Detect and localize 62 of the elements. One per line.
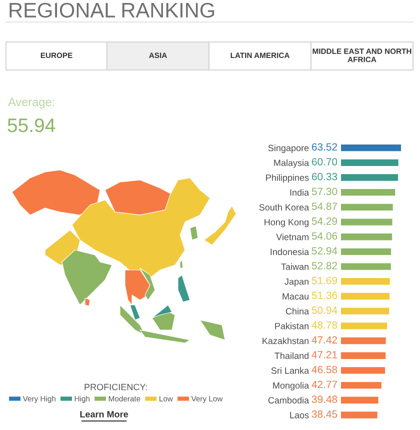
y-tick-label: Kazakhstan <box>262 337 308 344</box>
y-tick-label: Laos <box>290 412 309 418</box>
data-label: 51.69 <box>312 276 338 284</box>
y-tick-label: Japan <box>284 278 308 287</box>
bar <box>341 367 385 374</box>
y-tick-label: India <box>290 189 310 196</box>
y-tick-label: Vietnam <box>276 234 308 240</box>
data-label: 54.29 <box>312 217 338 225</box>
data-label: 57.30 <box>312 188 338 196</box>
data-label: 46.58 <box>312 366 338 374</box>
data-label: 52.82 <box>312 262 338 270</box>
y-tick-label: Philippines <box>266 174 309 183</box>
data-label: 51.36 <box>312 292 338 300</box>
y-tick-label: Thailand <box>274 352 308 359</box>
bar <box>341 412 378 418</box>
y-tick-label: Mongolia <box>273 382 310 390</box>
bar <box>341 322 388 330</box>
y-tick-label: Pakistan <box>275 322 308 330</box>
bar <box>341 278 390 285</box>
bar <box>341 396 378 404</box>
bar <box>341 234 392 240</box>
bar <box>341 248 392 256</box>
data-label: 54.87 <box>312 202 338 210</box>
bar <box>341 263 391 270</box>
y-tick-label: Taiwan <box>281 263 308 270</box>
y-tick-label: Singapore <box>268 144 309 153</box>
data-label: 60.33 <box>312 172 338 180</box>
y-tick-label: Hong Kong <box>264 219 308 228</box>
bar <box>341 144 401 152</box>
y-tick-label: Sri Lanka <box>271 367 310 374</box>
text: 55.94 <box>8 118 56 132</box>
bar <box>341 204 393 211</box>
text: Average: <box>8 98 54 108</box>
data-label: 42.77 <box>312 380 338 388</box>
data-label: 60.70 <box>312 158 338 166</box>
y-tick-label: Indonesia <box>270 248 310 256</box>
data-label: 38.45 <box>312 410 338 418</box>
bar <box>341 352 386 359</box>
bar <box>341 337 386 344</box>
data-label: 48.78 <box>312 321 338 329</box>
data-label: 63.52 <box>312 143 338 151</box>
y-tick-label: Macau <box>282 293 308 300</box>
bar <box>341 189 396 196</box>
legend-title: PROFICIENCY: <box>84 384 147 390</box>
bar <box>341 382 382 389</box>
data-label: 50.94 <box>312 306 338 314</box>
bar <box>341 308 390 314</box>
bar <box>341 218 392 226</box>
data-label: 52.94 <box>312 247 338 255</box>
data-label: 54.06 <box>312 232 338 240</box>
y-tick-label: Malaysia <box>274 159 310 168</box>
data-label: 47.21 <box>312 351 338 358</box>
bar <box>341 159 398 166</box>
bar <box>341 174 398 181</box>
text: Learn More <box>80 411 128 418</box>
data-label: 39.48 <box>312 396 338 403</box>
y-tick-label: Cambodia <box>268 396 310 404</box>
y-tick-label: China <box>286 308 310 314</box>
bar <box>341 292 390 300</box>
y-tick-label: South Korea <box>259 204 310 211</box>
data-label: 47.42 <box>312 336 338 344</box>
text: REGIONAL RANKING <box>10 2 214 18</box>
